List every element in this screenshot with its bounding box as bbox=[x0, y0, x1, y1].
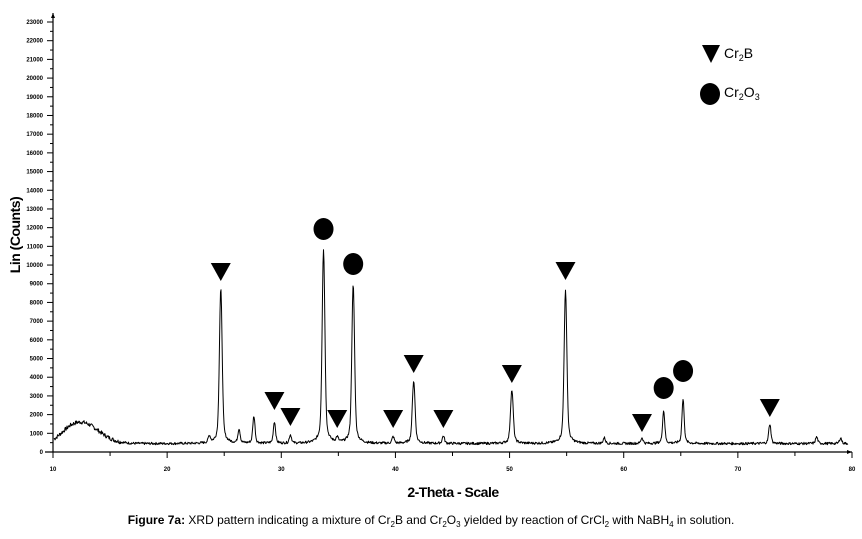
x-tick-label: 30 bbox=[278, 467, 285, 473]
y-tick-label: 20000 bbox=[26, 76, 43, 82]
circle-icon bbox=[343, 253, 364, 275]
legend-label-cr2o3-mid: O bbox=[744, 84, 755, 100]
legend-item-cr2b: Cr2B bbox=[702, 45, 753, 63]
y-tick-label: 19000 bbox=[26, 95, 43, 101]
svg-text:Cr2O3: Cr2O3 bbox=[724, 84, 760, 102]
phase-markers bbox=[210, 218, 780, 432]
triangle-down-icon bbox=[264, 392, 285, 410]
y-tick-label: 21000 bbox=[26, 57, 43, 63]
x-tick-label: 20 bbox=[164, 467, 171, 473]
y-tick-label: 13000 bbox=[26, 207, 43, 213]
y-tick-label: 0 bbox=[40, 450, 44, 456]
legend-label-cr2o3-sub: 2 bbox=[739, 92, 744, 102]
triangle-down-icon bbox=[702, 45, 720, 63]
y-tick-label: 9000 bbox=[30, 282, 44, 288]
x-tick-label: 70 bbox=[735, 467, 742, 473]
xrd-pattern-line bbox=[53, 249, 849, 446]
x-tick-label: 60 bbox=[620, 467, 627, 473]
y-tick-label: 5000 bbox=[30, 357, 44, 363]
legend-label-cr2o3-sub2: 3 bbox=[755, 92, 760, 102]
y-tick-label: 18000 bbox=[26, 113, 43, 119]
y-tick-label: 2000 bbox=[30, 413, 44, 419]
y-tick-label: 7000 bbox=[30, 319, 44, 325]
y-tick-label: 6000 bbox=[30, 338, 44, 344]
y-tick-label: 3000 bbox=[30, 394, 44, 400]
circle-icon bbox=[673, 360, 694, 382]
legend-label-cr2o3-main: Cr bbox=[724, 84, 739, 100]
y-axis: 0 1000 2000 3000 4000 5000 6000 7000 8000 9000 100… bbox=[26, 13, 55, 456]
legend-label-cr2b-main: Cr bbox=[724, 45, 739, 61]
y-tick-label: 15000 bbox=[26, 170, 43, 176]
triangle-down-icon bbox=[280, 408, 301, 426]
figure-caption: Figure 7a: XRD pattern indicating a mixt… bbox=[127, 513, 735, 529]
legend-item-cr2o3: Cr2O3 bbox=[700, 83, 760, 105]
x-axis-arrow-icon bbox=[847, 450, 852, 454]
x-tick-label: 10 bbox=[50, 467, 57, 473]
legend-label-cr2b-sub: 2 bbox=[739, 53, 744, 63]
y-tick-label: 16000 bbox=[26, 151, 43, 157]
circle-icon bbox=[653, 377, 674, 399]
x-axis-title: 2-Theta - Scale bbox=[407, 484, 499, 500]
triangle-down-icon bbox=[383, 410, 404, 428]
triangle-down-icon bbox=[327, 410, 348, 428]
legend: Cr2B Cr2O3 bbox=[700, 45, 760, 105]
y-tick-label: 17000 bbox=[26, 132, 43, 138]
legend-label-cr2b-tail: B bbox=[744, 45, 753, 61]
triangle-down-icon bbox=[433, 410, 454, 428]
y-tick-label: 22000 bbox=[26, 39, 43, 45]
circle-icon bbox=[700, 83, 720, 105]
y-tick-label: 23000 bbox=[26, 20, 43, 26]
caption-prefix: Figure 7a: bbox=[127, 513, 186, 527]
x-tick-label: 50 bbox=[506, 467, 513, 473]
y-tick-label: 1000 bbox=[30, 431, 44, 437]
triangle-down-icon bbox=[210, 263, 231, 281]
y-tick-label: 12000 bbox=[26, 226, 43, 232]
triangle-down-icon bbox=[403, 355, 424, 373]
y-tick-label: 11000 bbox=[27, 244, 44, 250]
y-axis-arrow-icon bbox=[51, 13, 55, 18]
y-tick-label: 10000 bbox=[26, 263, 43, 269]
triangle-down-icon bbox=[501, 365, 522, 383]
triangle-down-icon bbox=[555, 262, 576, 280]
triangle-down-icon bbox=[759, 399, 780, 417]
y-tick-label: 4000 bbox=[30, 375, 44, 381]
x-tick-label: 40 bbox=[392, 467, 399, 473]
svg-text:Cr2B: Cr2B bbox=[724, 45, 753, 63]
circle-icon bbox=[313, 218, 334, 240]
x-axis: 10 20 30 40 50 60 70 80 bbox=[45, 450, 856, 473]
triangle-down-icon bbox=[631, 414, 652, 432]
y-axis-title: Lin (Counts) bbox=[7, 197, 23, 273]
x-tick-label: 80 bbox=[849, 467, 856, 473]
y-tick-label: 8000 bbox=[30, 300, 44, 306]
y-tick-label: 14000 bbox=[26, 188, 43, 194]
